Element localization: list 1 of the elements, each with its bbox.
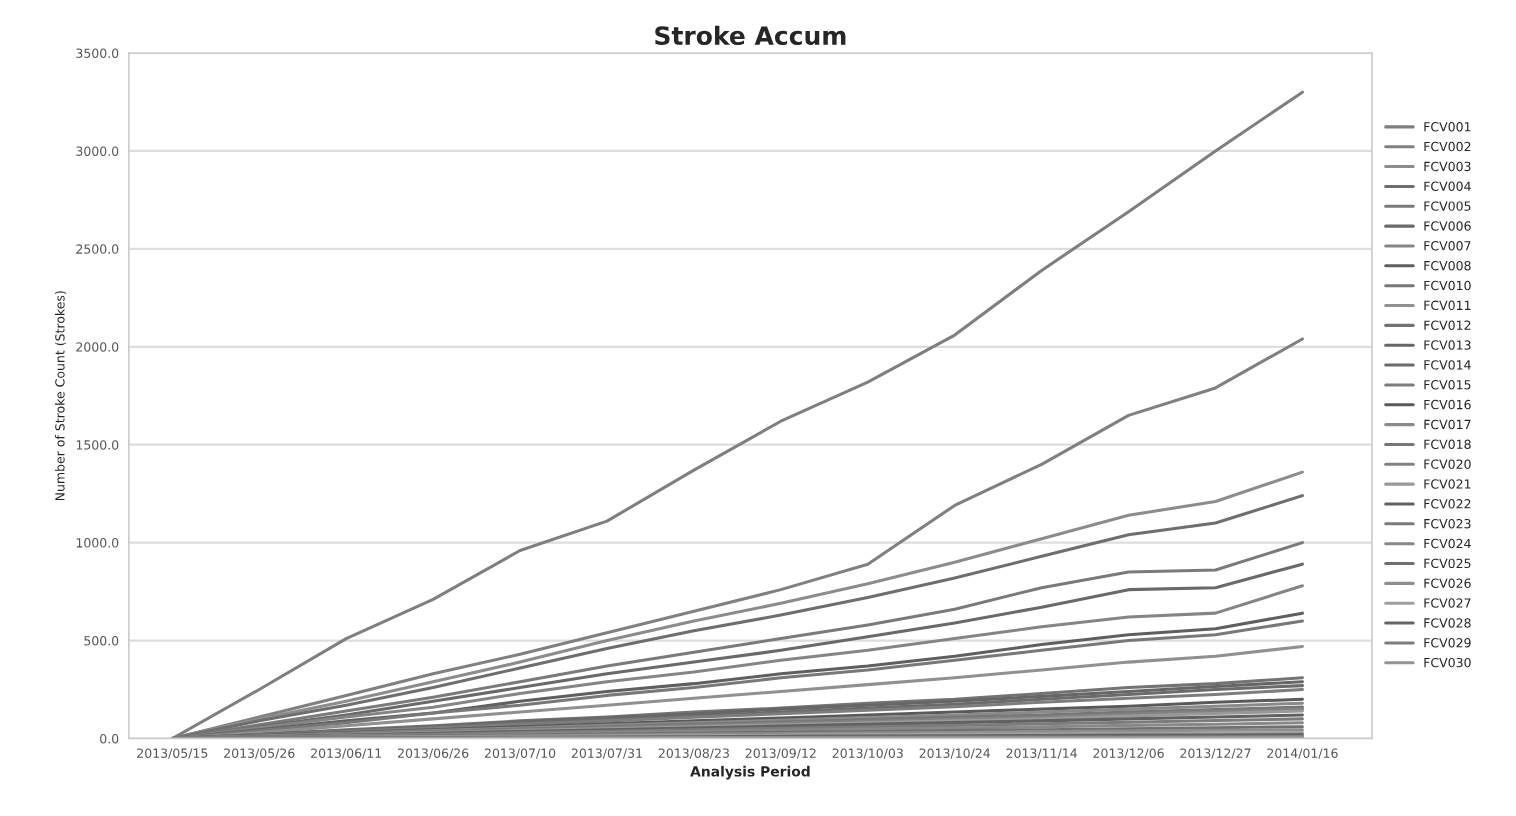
chart-title: Stroke Accum <box>655 25 846 46</box>
